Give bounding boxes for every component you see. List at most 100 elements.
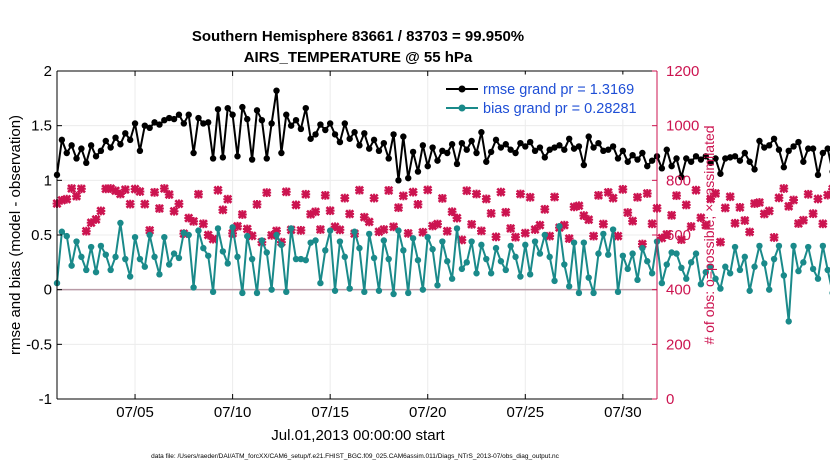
rmse-data-point: [170, 115, 178, 123]
rmse-data-point: [517, 139, 524, 147]
rmse-data-point: [722, 155, 729, 162]
rmse-data-point: [409, 148, 417, 156]
assimilated-count-marker: [145, 225, 155, 235]
assimilated-count-marker: [520, 228, 530, 238]
bias-data-point: [663, 261, 670, 268]
rmse-data-point: [741, 149, 749, 157]
assimilated-count-marker: [413, 199, 423, 209]
rmse-data-point: [673, 155, 680, 162]
bias-data-point: [395, 227, 402, 234]
bias-data-point: [307, 239, 314, 246]
bias-data-point: [244, 232, 251, 240]
rmse-data-point: [590, 144, 597, 151]
bias-data-point: [761, 260, 768, 267]
rmse-data-point: [785, 147, 792, 155]
bias-data-point: [331, 287, 339, 294]
bias-data-point: [390, 290, 397, 298]
y-tick-label: -0.5: [26, 336, 52, 353]
assimilated-count-marker: [618, 184, 628, 194]
assimilated-count-marker: [496, 187, 506, 197]
rmse-data-point: [122, 130, 129, 137]
rmse-data-point: [317, 121, 324, 128]
bias-data-point: [800, 259, 807, 266]
assimilated-count-marker: [486, 208, 496, 218]
assimilated-count-marker: [515, 189, 525, 199]
rmse-data-point: [570, 145, 578, 152]
rmse-data-point: [707, 159, 714, 167]
rmse-data-point: [136, 147, 144, 155]
assimilated-count-marker: [764, 206, 774, 216]
rmse-data-point: [678, 173, 685, 181]
bias-data-point: [92, 268, 100, 276]
rmse-data-point: [814, 171, 822, 179]
bias-data-point: [551, 277, 558, 285]
assimilated-count-marker: [632, 192, 643, 202]
rmse-data-point: [224, 104, 231, 112]
bias-data-point: [297, 255, 305, 263]
rmse-data-point: [278, 149, 285, 157]
x-axis-label: Jul.01,2013 00:00:00 start: [271, 427, 445, 444]
assimilated-count-marker: [393, 203, 403, 213]
rmse-data-point: [473, 149, 480, 157]
rmse-data-point: [809, 145, 817, 152]
assimilated-count-marker: [150, 187, 160, 197]
bias-data-point: [639, 244, 646, 252]
bias-data-point: [151, 253, 158, 261]
bias-data-point: [424, 233, 431, 241]
bias-data-point: [785, 318, 792, 325]
rmse-data-point: [458, 139, 466, 147]
rmse-data-point: [824, 145, 830, 152]
bias-data-point: [146, 231, 153, 239]
assimilated-count-marker: [198, 219, 208, 229]
assimilated-count-marker: [491, 232, 501, 242]
bias-data-point: [87, 243, 95, 251]
y-tick-label: 2: [44, 63, 52, 80]
rmse-data-point: [502, 141, 509, 148]
bias-data-point: [131, 233, 139, 241]
rmse-data-point: [668, 162, 675, 170]
rmse-data-point: [214, 106, 222, 113]
bias-data-point: [346, 285, 353, 292]
bias-data-point: [253, 289, 261, 297]
bias-data-point: [580, 239, 588, 246]
bias-data-point: [117, 219, 124, 227]
assimilated-count-marker: [189, 216, 199, 226]
assimilated-count-marker: [467, 219, 477, 229]
rmse-data-point: [365, 145, 373, 152]
bias-data-point: [429, 246, 436, 253]
y-tick-label: 0: [44, 282, 52, 299]
assimilated-count-marker: [584, 215, 594, 225]
assimilated-count-marker: [140, 199, 150, 209]
rmse-data-point: [126, 136, 134, 144]
bias-data-point: [478, 241, 485, 249]
rmse-data-point: [805, 145, 812, 152]
bias-data-point: [468, 238, 475, 245]
assimilated-count-marker: [701, 220, 711, 230]
rmse-data-point: [351, 129, 358, 136]
assimilated-count-marker: [598, 219, 608, 229]
rmse-data-point: [419, 142, 427, 149]
bias-data-point: [668, 249, 675, 256]
rmse-data-point: [322, 126, 329, 134]
bias-data-point: [702, 268, 709, 276]
rmse-data-point: [268, 120, 275, 127]
assimilated-count-marker: [676, 235, 686, 245]
rmse-data-point: [87, 142, 95, 149]
assimilated-count-marker: [193, 189, 203, 199]
bias-data-point: [219, 248, 227, 255]
assimilated-count-marker: [535, 220, 545, 230]
assimilated-count-marker: [481, 194, 491, 204]
rmse-data-point: [726, 154, 734, 161]
bias-data-point: [658, 279, 666, 287]
rmse-data-point: [487, 148, 495, 156]
rmse-data-point: [112, 134, 119, 141]
assimilated-count-marker: [711, 188, 721, 198]
assimilated-count-marker: [784, 201, 794, 211]
assimilated-count-marker: [754, 197, 764, 207]
rmse-data-point: [541, 154, 549, 161]
legend-rmse-marker: [458, 85, 466, 93]
rmse-data-point: [68, 142, 75, 149]
x-tick-label: 07/15: [311, 404, 349, 421]
y-tick-label: 0.5: [31, 227, 52, 244]
